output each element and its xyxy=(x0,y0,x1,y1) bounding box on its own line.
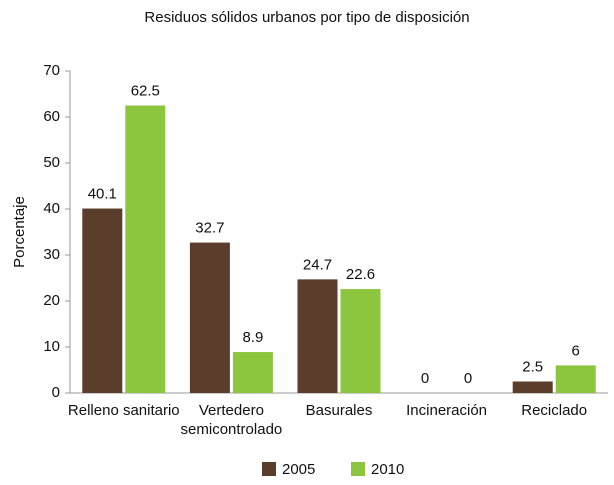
bar xyxy=(232,352,273,393)
bar xyxy=(340,289,381,393)
x-tick-label: Vertedero semicontrolado xyxy=(180,402,283,438)
legend-label: 2010 xyxy=(371,461,404,478)
value-label: 6 xyxy=(572,342,580,359)
x-tick-label: Relleno sanitario xyxy=(67,402,180,419)
y-tick-label: 60 xyxy=(43,108,60,125)
bar xyxy=(555,365,596,393)
bar xyxy=(125,105,166,393)
bar xyxy=(297,279,338,393)
value-label: 0 xyxy=(464,370,472,387)
x-tick-label: Incineración xyxy=(406,402,488,419)
y-tick-label: 20 xyxy=(43,292,60,309)
legend-swatch xyxy=(351,462,365,476)
value-label: 62.5 xyxy=(131,82,160,99)
y-tick-label: 0 xyxy=(52,384,60,401)
bar xyxy=(189,242,230,393)
value-label: 32.7 xyxy=(195,220,224,237)
bar xyxy=(82,208,123,393)
y-tick-label: 30 xyxy=(43,246,60,263)
y-tick-label: 10 xyxy=(43,338,60,355)
value-label: 8.9 xyxy=(242,329,263,346)
y-tick-label: 70 xyxy=(43,62,60,79)
y-tick-label: 40 xyxy=(43,200,60,217)
x-tick-label: Basurales xyxy=(305,402,373,419)
y-tick-label: 50 xyxy=(43,154,60,171)
value-label: 22.6 xyxy=(346,266,375,283)
value-label: 0 xyxy=(421,370,429,387)
y-axis-label: Porcentaje xyxy=(11,196,28,268)
legend-swatch xyxy=(262,462,276,476)
value-label: 2.5 xyxy=(522,358,543,375)
value-label: 24.7 xyxy=(303,256,332,273)
chart-title: Residuos sólidos urbanos por tipo de dis… xyxy=(144,9,469,26)
legend-label: 2005 xyxy=(282,461,315,478)
value-label: 40.1 xyxy=(88,186,117,203)
x-tick-label: Reciclado xyxy=(521,402,588,419)
bar xyxy=(512,381,553,393)
